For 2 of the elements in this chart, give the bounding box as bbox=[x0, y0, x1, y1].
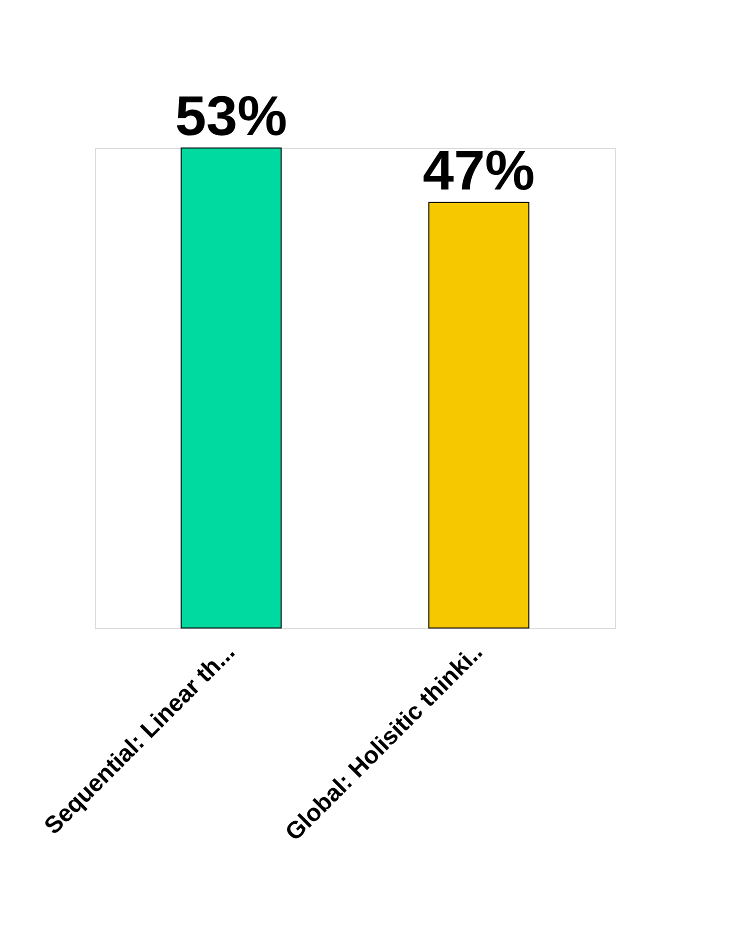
data-label: 47% bbox=[422, 138, 535, 202]
data-label: 53% bbox=[175, 84, 288, 147]
